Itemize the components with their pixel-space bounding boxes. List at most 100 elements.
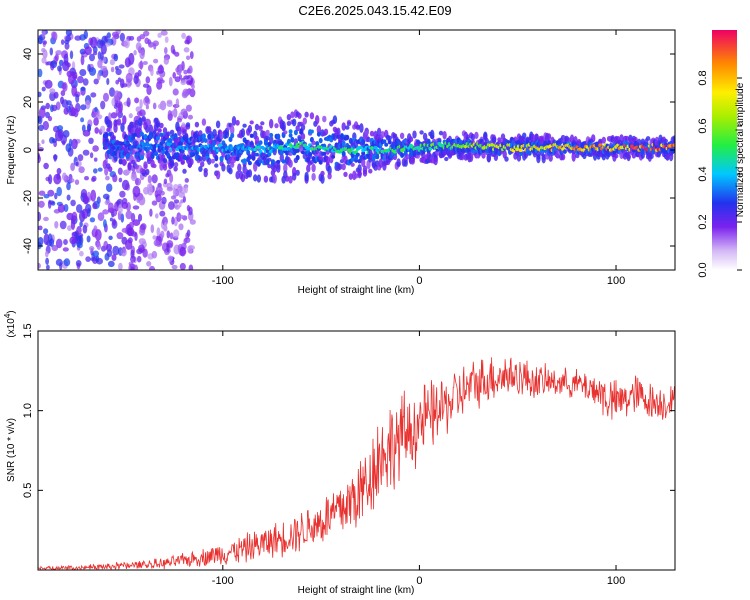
spectrogram-trace-band [255, 152, 259, 157]
spectrogram-noise-blob [119, 78, 125, 89]
spectrogram-noise-blob [69, 50, 74, 60]
spectrogram-trace-halo [210, 158, 215, 164]
spectrogram-trace-halo [122, 158, 127, 167]
spectrogram-noise-blob [112, 174, 118, 183]
spectrogram-noise-blob [163, 178, 168, 185]
spectrogram-noise-blob [50, 60, 58, 69]
spectrogram-noise-blob [178, 223, 184, 231]
spectrogram-trace-halo [194, 121, 200, 128]
spectrogram-noise-blob [106, 78, 110, 85]
snr-y-scale-exp: 4 [3, 313, 12, 318]
spectrogram-noise-blob [175, 98, 180, 108]
spectrogram-trace-halo [201, 118, 207, 126]
spectrogram-noise-blob [169, 232, 174, 240]
spectrogram-noise-blob [146, 261, 152, 267]
spectrogram-trace-band [148, 134, 153, 140]
spectrogram-trace-band [400, 152, 405, 158]
snr-axes: -100 0 100 0.5 1.0 1.5 [22, 323, 675, 587]
spectrogram-y-label: Frequency (Hz) [6, 116, 17, 185]
spectrogram-noise-blob [116, 232, 124, 240]
spectrogram-trace-band [387, 139, 392, 145]
spectrogram-trace-core [256, 145, 261, 150]
spectrogram-noise-blob [159, 210, 166, 217]
spectrogram-noise-blob [145, 104, 149, 110]
spectrogram-noise-blob [168, 201, 175, 210]
spectrogram-noise-blob [183, 69, 188, 75]
spectrogram-noise-blob [45, 250, 49, 258]
spectrogram-trace-halo [295, 125, 300, 132]
spectrogram-trace-core [672, 143, 675, 147]
spectrogram-trace-halo [399, 132, 405, 139]
spectrogram-noise-blob [118, 177, 123, 183]
spectrogram-noise-blob [171, 264, 178, 270]
spectrogram-trace-band [318, 137, 323, 144]
spectrogram-noise-blob [119, 190, 126, 198]
spectrogram-trace-halo [322, 115, 327, 123]
spectrogram-trace-halo [253, 174, 258, 182]
spectrogram-trace-halo [258, 125, 263, 130]
spectrogram-trace-band [201, 133, 206, 140]
spectrogram-trace-halo [302, 117, 307, 125]
spectrogram-noise-blob [52, 31, 58, 42]
spectrogram-trace-halo [536, 150, 541, 160]
spectrogram-noise-blob [82, 224, 88, 234]
spectrogram-noise-blob [53, 154, 57, 162]
spectrogram-noise-blob [124, 39, 130, 49]
spectrogram-noise-blob [150, 67, 154, 77]
spectrogram-trace-halo [113, 123, 118, 133]
colorbar-ticks: 0.0 0.2 0.4 0.6 0.8 [697, 70, 742, 278]
snr-y-scale-close: ) [6, 310, 17, 313]
spectrogram-trace-halo [355, 124, 361, 129]
spectrogram-noise-blob [88, 137, 94, 144]
spectrogram-noise-blob [132, 185, 141, 198]
spectrogram-trace-halo [433, 156, 438, 166]
spectrogram-noise-blob [65, 143, 72, 153]
spectrogram-noise-blob [172, 88, 179, 96]
spectrogram-trace-core [111, 146, 116, 150]
spectrogram-trace-band [279, 141, 284, 146]
spectrogram-trace-halo [387, 135, 392, 141]
spectrogram-noise-blob [153, 239, 160, 247]
spectrogram-trace-halo [192, 138, 198, 143]
spectrogram-noise-blob [113, 90, 121, 100]
spectrogram-noise-blob [54, 129, 63, 142]
spectrogram-noise-blob [49, 238, 55, 247]
spectrogram-noise-blob [139, 34, 146, 40]
spectrogram-noise-blob [55, 238, 63, 249]
spectrogram-noise-blob [59, 220, 67, 230]
spectrogram-noise-blob [164, 36, 169, 43]
spectrogram-noise-blob [149, 265, 155, 270]
spectrogram-noise-blob [138, 195, 146, 206]
spectrogram-trace-halo [203, 170, 208, 178]
spectrogram-noise-blob [61, 82, 67, 90]
spectrogram-noise-blob [90, 189, 97, 202]
spectrogram-noise-blob [84, 46, 92, 56]
spectrogram-noise-blob [43, 216, 49, 222]
colorbar: 0.0 0.2 0.4 0.6 0.8 Normalized spectral ampl… [697, 30, 746, 278]
spectrogram-noise-blob [186, 80, 193, 86]
spectrogram-trace-halo [134, 164, 139, 170]
spectrogram-trace-halo [260, 121, 265, 126]
spectrogram-trace-halo [221, 163, 226, 172]
spectrogram-noise-blob [165, 173, 170, 178]
spectrogram-noise-blob [117, 167, 123, 175]
spectrogram-trace-halo [571, 151, 576, 162]
spectrogram-noise-blob [134, 178, 142, 186]
spectrogram-noise-blob [38, 236, 44, 246]
spectrogram-trace-halo [240, 173, 246, 183]
spectrogram-marks [38, 30, 675, 270]
spectrogram-noise-blob [189, 51, 194, 60]
spectrogram-trace-halo [419, 130, 424, 135]
spectrogram-noise-blob [186, 55, 191, 61]
spectrogram-trace-halo [649, 153, 654, 159]
spectrogram-trace-halo [240, 128, 246, 138]
spectrogram-trace-core [283, 147, 288, 151]
colorbar-tick-label: 0.4 [697, 166, 709, 181]
spectrogram-trace-halo [276, 164, 281, 173]
spectrogram-noise-blob [133, 75, 139, 85]
spectrogram-noise-blob [77, 154, 84, 162]
spectrogram-noise-blob [109, 87, 115, 97]
spectrogram-trace-band [562, 149, 567, 154]
spectrogram-trace-halo [265, 135, 270, 141]
